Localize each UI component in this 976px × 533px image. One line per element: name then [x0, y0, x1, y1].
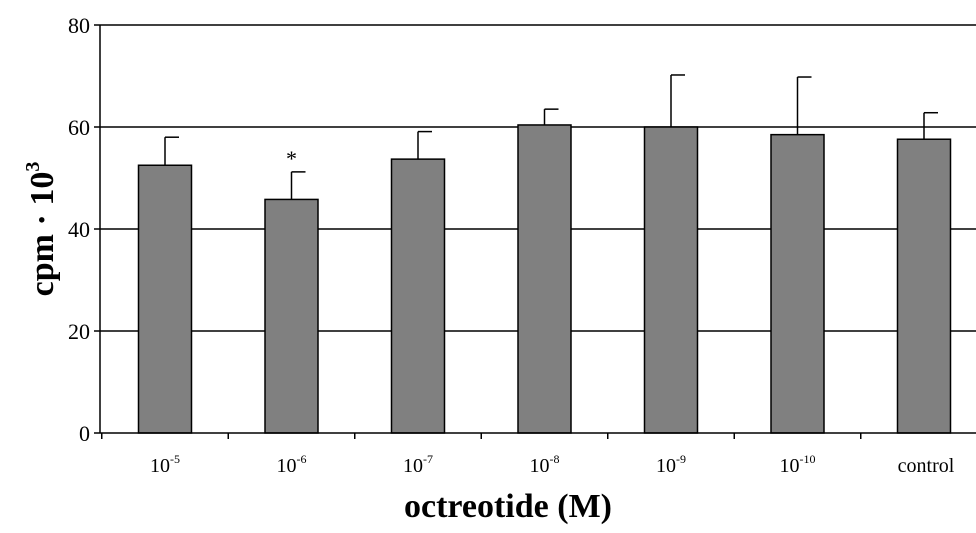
y-axis-title: cpm · 103 [22, 162, 61, 297]
bar [896, 138, 952, 434]
y-axis-title-base: cpm · 10 [24, 172, 61, 297]
significance-annotation: * [286, 146, 297, 171]
x-tick-label: 10-8 [530, 452, 560, 477]
y-tick-label: 80 [68, 13, 90, 38]
x-axis-title: octreotide (M) [404, 488, 612, 525]
x-tick-label: 10-10 [780, 452, 816, 477]
bar [643, 126, 699, 434]
labels: * 0 20 40 60 80 10-5 10-6 10-7 10-8 10-9 10-10 contr… [68, 13, 955, 477]
x-tick-label: 10-9 [656, 452, 686, 477]
y-tick-label: 20 [68, 319, 90, 344]
bar [264, 198, 319, 434]
bar [390, 158, 446, 434]
bar [517, 124, 572, 434]
y-tick-label: 40 [68, 217, 90, 242]
y-tick-label: 0 [79, 421, 90, 446]
y-tick-label: 60 [68, 115, 90, 140]
bars [137, 74, 952, 434]
bar [770, 133, 825, 434]
x-tick-label: control [898, 455, 955, 477]
x-tick-label: 10-6 [277, 452, 307, 477]
y-axis-title-exponent: 3 [22, 162, 44, 172]
bar [137, 164, 193, 434]
x-tick-label: 10-7 [403, 452, 433, 477]
x-tick-label: 10-5 [150, 452, 180, 477]
axes [94, 24, 976, 439]
